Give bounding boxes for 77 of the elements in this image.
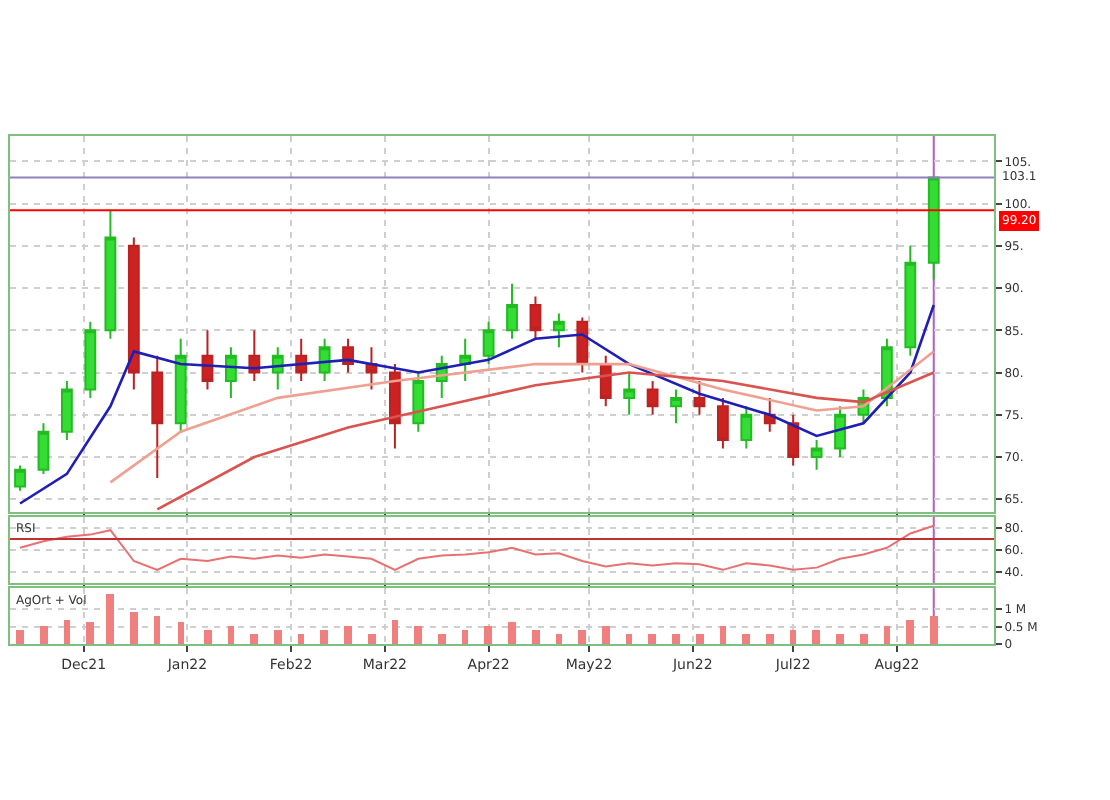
bar <box>274 630 282 644</box>
candlestick <box>670 388 682 425</box>
bar <box>556 634 562 644</box>
bar <box>298 634 304 644</box>
candlestick <box>84 320 97 399</box>
bar <box>414 626 422 644</box>
bar <box>884 626 890 644</box>
bar <box>86 622 94 644</box>
bar <box>578 630 586 644</box>
candlestick <box>201 329 214 391</box>
candlestick <box>388 363 401 450</box>
bar <box>626 634 632 644</box>
candlestick <box>365 346 378 391</box>
candlestick <box>37 422 50 475</box>
candlestick <box>482 320 495 366</box>
bar <box>392 620 398 644</box>
bar <box>508 622 516 644</box>
bar <box>178 622 184 644</box>
candlestick <box>576 316 589 374</box>
candlestick <box>174 337 187 433</box>
line-series <box>109 350 936 484</box>
bar <box>860 634 868 644</box>
candlestick <box>459 337 472 382</box>
bar <box>64 620 70 644</box>
candlestick <box>151 354 164 480</box>
candlestick <box>927 176 940 281</box>
candlestick <box>646 379 659 416</box>
candlestick <box>787 413 800 467</box>
candlestick <box>224 346 237 399</box>
bar <box>368 634 376 644</box>
bar <box>320 630 328 644</box>
bar <box>484 626 492 644</box>
bar <box>790 630 796 644</box>
line-series <box>18 303 936 505</box>
candlestick <box>904 244 917 357</box>
candlestick <box>716 396 729 450</box>
candlestick <box>248 329 261 382</box>
bar <box>906 620 914 644</box>
bar <box>250 634 258 644</box>
bar <box>742 634 750 644</box>
candlestick <box>810 439 823 471</box>
line-series <box>155 371 936 511</box>
bar <box>344 626 352 644</box>
candlestick <box>412 371 425 433</box>
candlestick <box>529 295 542 340</box>
candlestick <box>552 312 565 349</box>
candlestick <box>740 405 753 450</box>
bar <box>154 616 160 644</box>
bar <box>602 626 610 644</box>
bar <box>812 630 820 644</box>
bar <box>648 634 656 644</box>
candlestick <box>599 354 612 408</box>
candlestick <box>834 405 846 459</box>
bar <box>672 634 680 644</box>
bar <box>438 634 446 644</box>
bar <box>204 630 212 644</box>
candlestick <box>60 379 73 442</box>
bar <box>462 630 468 644</box>
bar <box>228 626 234 644</box>
candlestick <box>14 464 26 492</box>
candlestick <box>623 371 636 416</box>
line-series <box>19 524 935 571</box>
bar <box>766 634 774 644</box>
candlestick <box>104 209 117 340</box>
bar <box>532 630 540 644</box>
bar <box>720 626 726 644</box>
bar <box>930 616 938 644</box>
bar <box>696 634 704 644</box>
bar <box>40 626 48 644</box>
candlestick <box>127 236 140 391</box>
bar <box>16 630 24 644</box>
candlestick <box>506 282 518 340</box>
bar <box>836 634 844 644</box>
candlestick <box>693 379 706 416</box>
bar <box>106 594 114 644</box>
candlestick <box>318 337 331 382</box>
bar <box>130 612 138 644</box>
